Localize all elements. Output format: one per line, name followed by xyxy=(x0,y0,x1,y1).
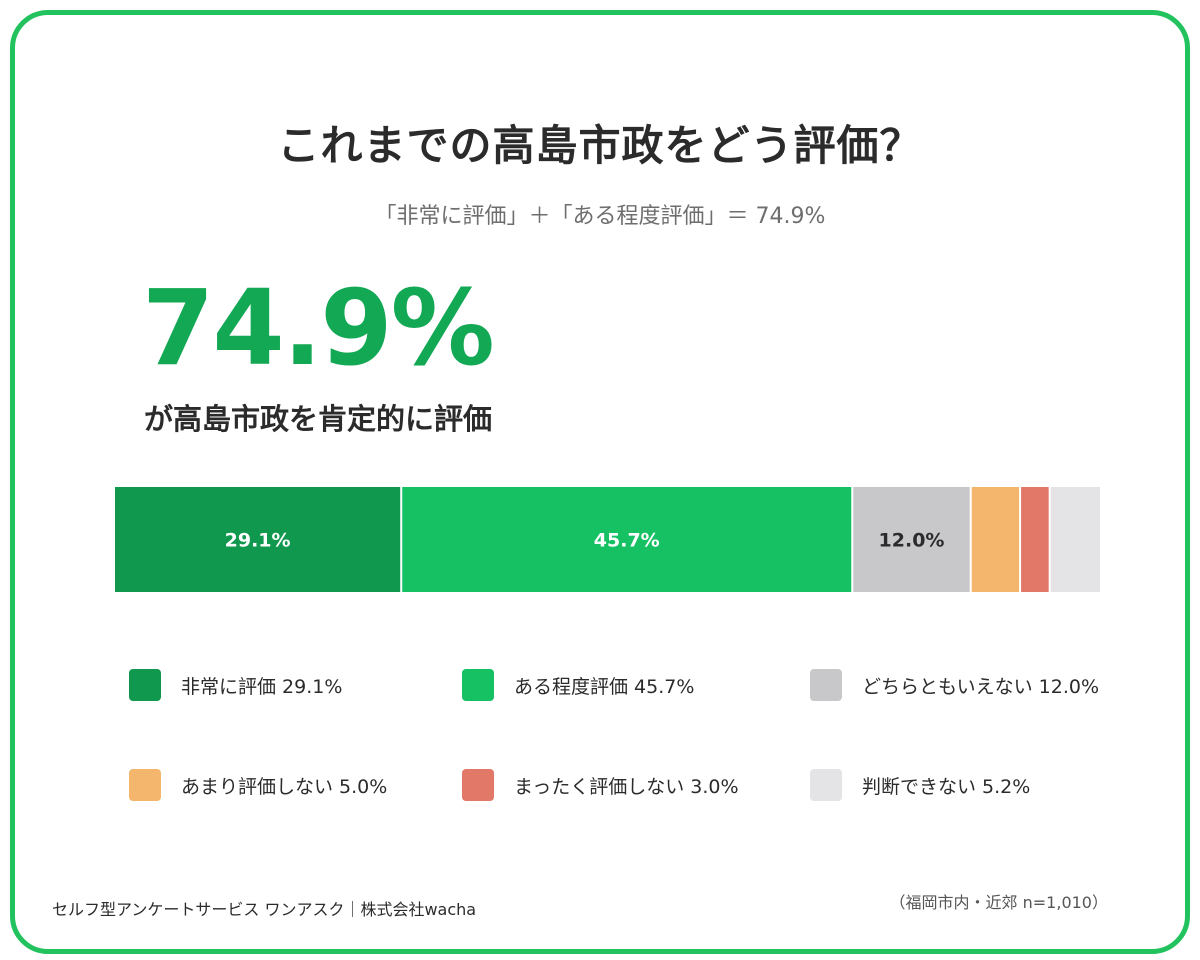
legend-label-6: 判断できない 5.2% xyxy=(862,775,1031,798)
chart-subtitle: 「非常に評価」＋「ある程度評価」＝ 74.9% xyxy=(374,204,826,229)
legend-swatch-4 xyxy=(129,769,161,801)
legend-label-1: 非常に評価 29.1% xyxy=(181,675,343,698)
bar-segment-5 xyxy=(1021,487,1049,592)
legend-label-4: あまり評価しない 5.0% xyxy=(181,775,388,798)
bar-value-label-2: 45.7% xyxy=(594,530,660,552)
legend-label-3: どちらともいえない 12.0% xyxy=(862,675,1100,698)
stacked-bar-chart: 29.1% 45.7% 12.0% xyxy=(115,487,1102,592)
source-credit: セルフ型アンケートサービス ワンアスク｜株式会社wacha xyxy=(52,900,477,919)
legend-item-6: 判断できない 5.2% xyxy=(810,769,1030,801)
bar-segment-6 xyxy=(1050,487,1100,592)
stacked-bar-svg: 29.1% 45.7% 12.0% xyxy=(115,487,1100,592)
bar-segment-3 xyxy=(853,487,970,592)
legend-item-3: どちらともいえない 12.0% xyxy=(810,669,1099,701)
legend-swatch-1 xyxy=(129,669,161,701)
legend-swatch-5 xyxy=(462,769,494,801)
chart-title: これまでの高島市政をどう評価？ xyxy=(277,121,923,170)
bar-segment-1 xyxy=(115,487,401,592)
legend-item-4: あまり評価しない 5.0% xyxy=(129,769,387,801)
legend-swatch-3 xyxy=(810,669,842,701)
legend-label-2: ある程度評価 45.7% xyxy=(514,675,695,698)
legend-item-5: まったく評価しない 3.0% xyxy=(462,769,739,801)
legend-swatch-6 xyxy=(810,769,842,801)
bar-segment-4 xyxy=(971,487,1020,592)
legend-swatch-2 xyxy=(462,669,494,701)
bar-value-label-3: 12.0% xyxy=(879,530,945,552)
bar-segment-2 xyxy=(402,487,852,592)
headline-caption: が高島市政を肯定的に評価 xyxy=(144,402,493,436)
legend-item-2: ある程度評価 45.7% xyxy=(462,669,694,701)
sample-note: （福岡市内・近郊 n=1,010） xyxy=(889,893,1108,912)
legend-item-1: 非常に評価 29.1% xyxy=(129,669,342,701)
bar-value-label-1: 29.1% xyxy=(225,530,291,552)
headline-value: 74.9% xyxy=(142,267,495,389)
legend-label-5: まったく評価しない 3.0% xyxy=(514,775,739,798)
card-frame xyxy=(10,10,1190,954)
